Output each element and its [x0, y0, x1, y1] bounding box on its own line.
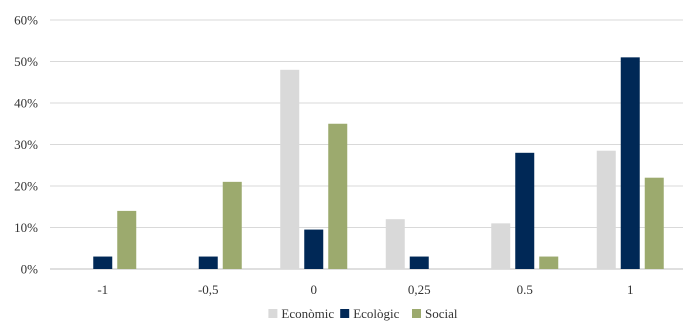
legend-label: Social — [425, 306, 458, 321]
bar-social-0 — [117, 210, 137, 269]
bars — [93, 57, 664, 269]
bar-social-1 — [222, 181, 242, 269]
bar-ecològic-4 — [515, 152, 535, 269]
gridlines — [50, 19, 683, 270]
bar-social-2 — [328, 123, 348, 269]
legend-swatch-ecològic — [340, 309, 350, 318]
bar-econòmic-4 — [491, 223, 511, 269]
y-tick-label: 0% — [21, 262, 39, 277]
x-axis-tick-labels: -1 -0,5 0 0,25 0.5 1 — [97, 282, 633, 297]
x-tick-label: -1 — [97, 282, 108, 297]
y-tick-label: 60% — [14, 13, 38, 28]
x-tick-label: -0,5 — [198, 282, 219, 297]
bar-ecològic-2 — [304, 229, 324, 269]
bar-econòmic-3 — [385, 219, 405, 269]
x-tick-label: 0.5 — [517, 282, 533, 297]
y-tick-label: 40% — [14, 96, 38, 111]
bar-ecològic-3 — [409, 256, 429, 269]
y-tick-label: 30% — [14, 137, 38, 152]
bar-social-5 — [644, 177, 664, 269]
legend-swatch-econòmic — [268, 309, 278, 318]
bar-ecològic-0 — [93, 256, 113, 269]
bar-social-4 — [539, 256, 559, 269]
legend-swatch-social — [412, 309, 421, 318]
x-tick-label: 1 — [627, 282, 634, 297]
y-tick-label: 20% — [14, 179, 38, 194]
legend: Econòmic Ecològic Social — [268, 306, 458, 321]
x-tick-label: 0,25 — [408, 282, 431, 297]
y-axis-tick-labels: 0% 10% 20% 30% 40% 50% 60% — [14, 13, 38, 277]
x-tick-label: 0 — [311, 282, 318, 297]
legend-label: Ecològic — [353, 306, 399, 321]
y-tick-label: 50% — [14, 54, 38, 69]
bar-econòmic-2 — [280, 69, 300, 269]
bar-econòmic-5 — [596, 150, 616, 269]
legend-label: Econòmic — [281, 306, 334, 321]
y-tick-label: 10% — [14, 220, 38, 235]
bar-ecològic-1 — [198, 256, 218, 269]
bar-ecològic-5 — [620, 57, 640, 269]
